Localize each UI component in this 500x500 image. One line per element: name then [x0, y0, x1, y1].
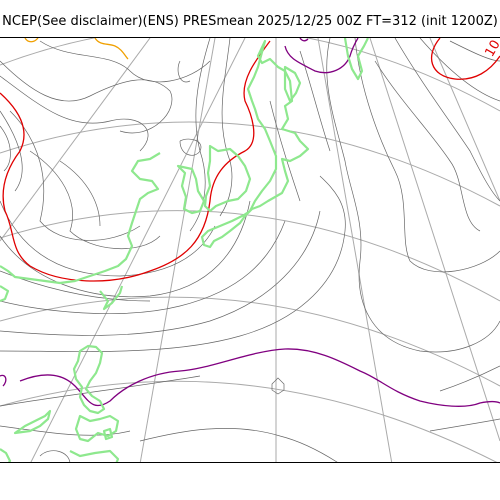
map-label: 10: [482, 38, 500, 60]
longitude-gridlines: [0, 38, 500, 462]
ryukyu-coastline: [102, 427, 114, 441]
korea-coastline: [203, 144, 252, 213]
island-coastline: [0, 448, 12, 462]
purple-contour: [0, 38, 500, 407]
japan-coastline: [200, 39, 310, 249]
mindanao-coastline: [69, 449, 120, 462]
china-coastline: [0, 152, 161, 285]
sakhalin-coastline: [343, 38, 369, 81]
map-canvas: 10: [0, 38, 500, 462]
korea-peninsula-coastline: [176, 164, 206, 215]
weather-map: 10: [0, 37, 500, 463]
latitude-gridlines: [0, 38, 500, 462]
chart-title: NCEP(See disclaimer)(ENS) PRESmean 2025/…: [2, 14, 498, 29]
isobars: [0, 38, 500, 462]
borneo-coastline: [13, 409, 52, 435]
taiwan-strait-coastline: [99, 285, 124, 311]
coastlines: [0, 38, 369, 462]
shandong-coastline: [0, 285, 10, 303]
orange-contour: [24, 38, 129, 60]
hokkaido-coastline: [283, 65, 302, 103]
philippines-coastline: [72, 344, 106, 415]
red-contour: 10: [0, 38, 500, 282]
